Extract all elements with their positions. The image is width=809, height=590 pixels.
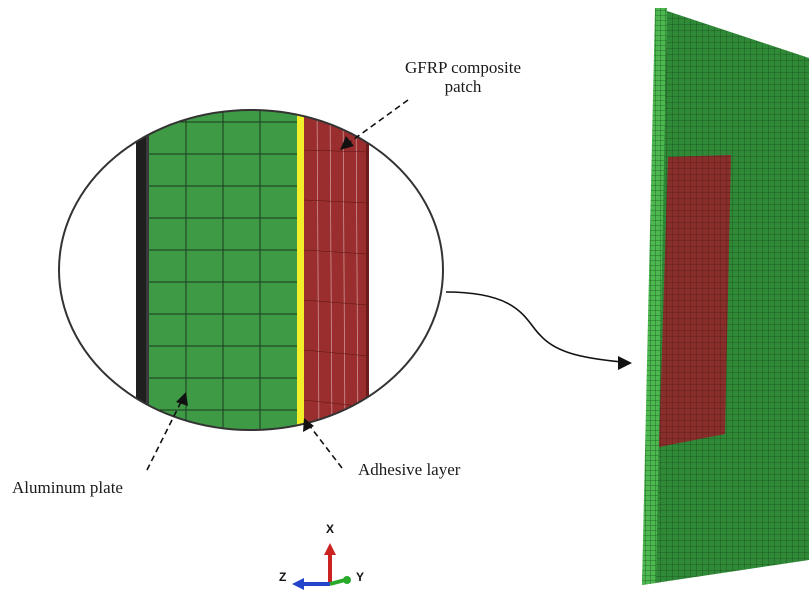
x-axis-head bbox=[324, 543, 336, 555]
full-plate-model bbox=[642, 8, 809, 585]
gfrp-callout-line bbox=[349, 99, 409, 143]
y-axis-head bbox=[343, 576, 351, 584]
gfrp-label-line1: GFRP composite bbox=[404, 58, 522, 77]
aluminum-callout-line bbox=[146, 399, 183, 471]
adhesive-arrow-head bbox=[303, 418, 314, 432]
adhesive-layer-section bbox=[297, 110, 304, 430]
y-axis-label: Y bbox=[356, 570, 365, 584]
patch-edge bbox=[366, 110, 369, 430]
aluminum-plate-label: Aluminum plate bbox=[12, 478, 123, 497]
bonded-patch bbox=[659, 155, 731, 447]
connector-arrow-head bbox=[618, 356, 632, 370]
gfrp-arrow-head bbox=[340, 136, 354, 150]
z-axis-head bbox=[292, 578, 304, 590]
zoom-detail bbox=[59, 110, 443, 430]
arrow-heads bbox=[176, 136, 632, 432]
adhesive-callout-line bbox=[308, 424, 343, 469]
plate-edge-strip bbox=[136, 110, 149, 430]
patch-mesh-lines bbox=[316, 110, 359, 430]
z-axis-label: Z bbox=[279, 570, 287, 584]
plate-thickness-edge bbox=[642, 8, 667, 585]
x-axis-label: X bbox=[326, 522, 335, 536]
gfrp-label-line2: patch bbox=[444, 77, 482, 96]
y-axis-arrow bbox=[329, 578, 346, 586]
gfrp-patch-label: GFRP composite patch bbox=[368, 58, 558, 96]
callout-arrows bbox=[146, 99, 623, 471]
adhesive-layer-label: Adhesive layer bbox=[358, 460, 461, 479]
aluminum-arrow-head bbox=[176, 392, 188, 406]
connector-curve bbox=[445, 291, 623, 363]
axis-triad bbox=[292, 543, 351, 590]
zoom-ellipse-outline bbox=[58, 109, 444, 431]
